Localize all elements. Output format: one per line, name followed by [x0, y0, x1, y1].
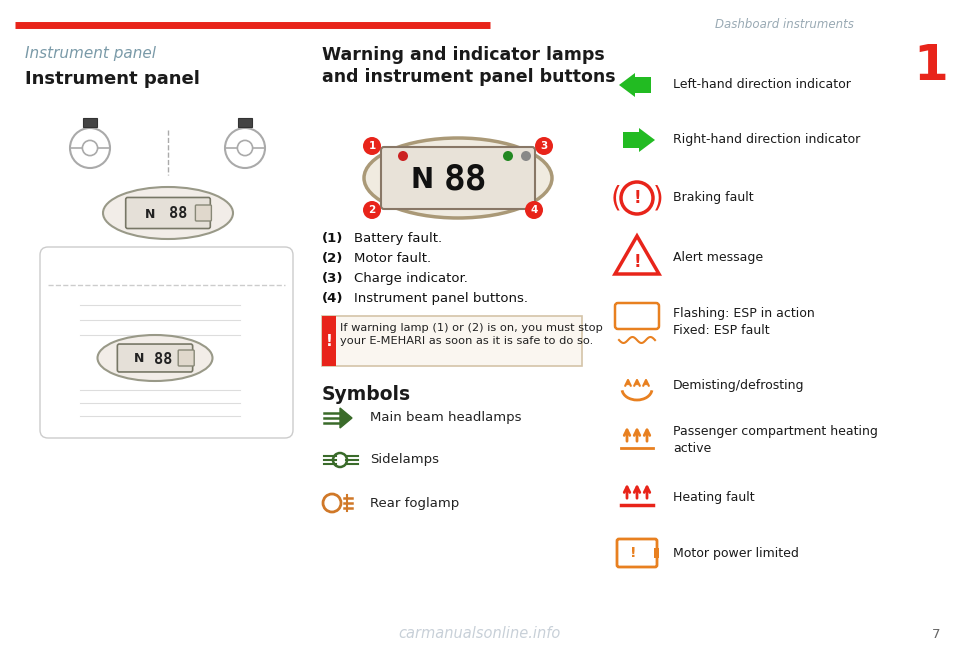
Text: Motor power limited: Motor power limited [673, 546, 799, 559]
Text: carmanualsonline.info: carmanualsonline.info [398, 626, 562, 641]
Text: Right-hand direction indicator: Right-hand direction indicator [673, 134, 860, 147]
Text: 7: 7 [931, 628, 940, 641]
Circle shape [535, 137, 553, 155]
Text: (3): (3) [322, 272, 344, 285]
Text: Alert message: Alert message [673, 252, 763, 265]
Text: Motor fault.: Motor fault. [354, 252, 431, 265]
Text: Instrument panel: Instrument panel [25, 70, 200, 88]
Circle shape [503, 151, 513, 161]
Text: (1): (1) [322, 232, 344, 245]
Text: ): ) [653, 184, 663, 212]
Text: Left-hand direction indicator: Left-hand direction indicator [673, 79, 851, 92]
Text: Instrument panel buttons.: Instrument panel buttons. [354, 292, 528, 305]
Text: and instrument panel buttons: and instrument panel buttons [322, 68, 615, 86]
FancyBboxPatch shape [196, 205, 211, 221]
Circle shape [525, 201, 543, 219]
Text: Charge indicator.: Charge indicator. [354, 272, 468, 285]
FancyBboxPatch shape [238, 118, 252, 127]
Ellipse shape [364, 138, 552, 218]
Text: (: ( [611, 184, 621, 212]
FancyBboxPatch shape [179, 350, 194, 366]
FancyBboxPatch shape [117, 344, 193, 372]
Text: If warning lamp (1) or (2) is on, you must stop
your E-MEHARI as soon as it is s: If warning lamp (1) or (2) is on, you mu… [340, 323, 603, 346]
Text: (2): (2) [322, 252, 344, 265]
Circle shape [363, 137, 381, 155]
Text: Braking fault: Braking fault [673, 191, 754, 204]
Text: Battery fault.: Battery fault. [354, 232, 443, 245]
FancyBboxPatch shape [126, 197, 210, 228]
Text: 88: 88 [444, 163, 488, 197]
Text: 4: 4 [530, 205, 538, 215]
Text: 2: 2 [369, 205, 375, 215]
FancyArrow shape [619, 73, 651, 97]
Text: 3: 3 [540, 141, 547, 151]
Text: N: N [145, 208, 156, 221]
Text: 1: 1 [913, 42, 948, 90]
Text: Symbols: Symbols [322, 385, 411, 404]
Text: 88: 88 [155, 352, 173, 367]
Text: Rear foglamp: Rear foglamp [370, 496, 459, 509]
Text: Flashing: ESP in action
Fixed: ESP fault: Flashing: ESP in action Fixed: ESP fault [673, 308, 815, 336]
FancyBboxPatch shape [381, 147, 535, 209]
FancyBboxPatch shape [83, 118, 97, 127]
Text: 88: 88 [169, 206, 187, 221]
Ellipse shape [98, 335, 212, 381]
Text: !: ! [325, 334, 332, 349]
Text: Instrument panel: Instrument panel [25, 46, 156, 61]
Ellipse shape [103, 187, 233, 239]
Text: Warning and indicator lamps: Warning and indicator lamps [322, 46, 605, 64]
FancyArrow shape [623, 128, 655, 152]
FancyBboxPatch shape [322, 316, 336, 366]
Circle shape [398, 151, 408, 161]
Text: Main beam headlamps: Main beam headlamps [370, 411, 521, 424]
Text: Passenger compartment heating
active: Passenger compartment heating active [673, 426, 877, 454]
Text: !: ! [634, 253, 641, 271]
Text: 1: 1 [369, 141, 375, 151]
Circle shape [363, 201, 381, 219]
Text: Dashboard instruments: Dashboard instruments [715, 18, 853, 31]
Text: Demisting/defrosting: Demisting/defrosting [673, 378, 804, 391]
Text: !: ! [630, 546, 636, 560]
FancyBboxPatch shape [654, 548, 659, 558]
Text: Heating fault: Heating fault [673, 491, 755, 504]
Text: (4): (4) [322, 292, 344, 305]
Text: !: ! [634, 189, 641, 207]
FancyBboxPatch shape [322, 316, 582, 366]
Polygon shape [340, 408, 352, 428]
Text: Sidelamps: Sidelamps [370, 454, 439, 467]
Circle shape [521, 151, 531, 161]
Text: N: N [134, 352, 145, 365]
Text: N: N [411, 166, 434, 194]
